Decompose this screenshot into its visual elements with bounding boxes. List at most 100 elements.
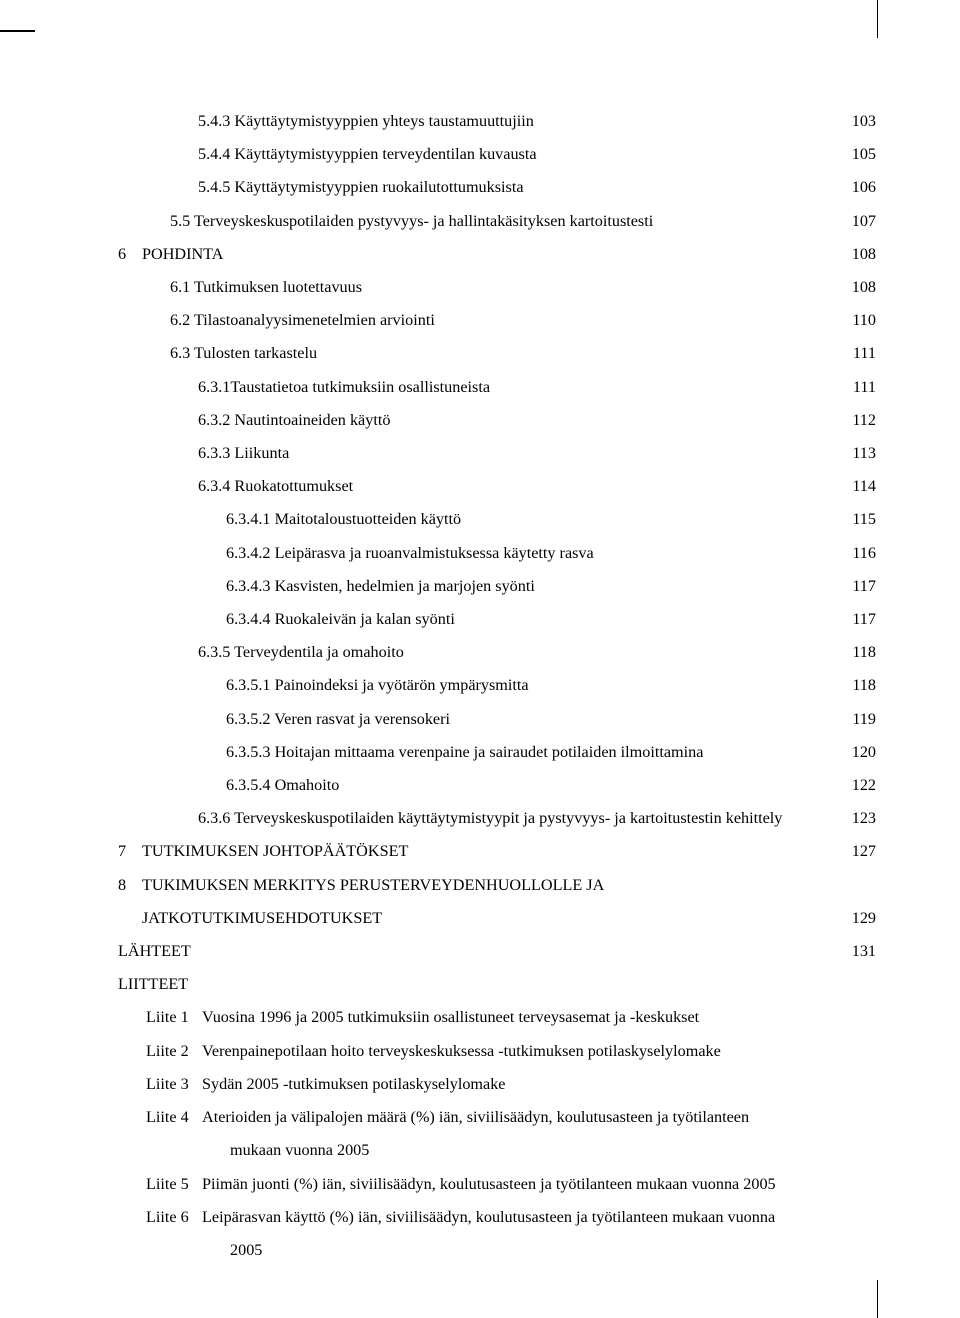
toc-label: LÄHTEET [118,935,830,968]
toc-page-number: 118 [830,669,876,702]
crop-mark [877,1280,879,1318]
toc-page: 5.4.3 Käyttäytymistyyppien yhteys tausta… [118,105,876,1267]
appendix-text: Piimän juonti (%) iän, siviilisäädyn, ko… [192,1168,876,1201]
toc-entry: 6.3.5.1 Painoindeksi ja vyötärön ympärys… [118,669,876,702]
table-of-contents: 5.4.3 Käyttäytymistyyppien yhteys tausta… [118,105,876,1001]
chapter-number: 7 [118,835,142,868]
toc-label: JATKOTUTKIMUSEHDOTUKSET [142,902,830,935]
toc-entry: 5.4.4 Käyttäytymistyyppien terveydentila… [118,138,876,171]
toc-label: 5.4.4 Käyttäytymistyyppien terveydentila… [198,138,830,171]
appendix-text-continuation: 2005 [118,1234,876,1267]
toc-page-number: 105 [830,138,876,171]
appendix-text: Sydän 2005 -tutkimuksen potilaskyselylom… [192,1068,876,1101]
toc-label: 5.4.5 Käyttäytymistyyppien ruokailutottu… [198,171,830,204]
toc-page-number: 119 [830,703,876,736]
toc-label: 6.3.4.4 Ruokaleivän ja kalan syönti [226,603,830,636]
toc-label: TUTKIMUKSEN JOHTOPÄÄTÖKSET [142,835,830,868]
toc-label: 6.3.2 Nautintoaineiden käyttö [198,404,830,437]
toc-entry: LIITTEET [118,968,876,1001]
toc-page-number: 117 [830,603,876,636]
toc-label: 6.3.5 Terveydentila ja omahoito [198,636,830,669]
toc-page-number: 112 [830,404,876,437]
toc-entry: 7TUTKIMUKSEN JOHTOPÄÄTÖKSET127 [118,835,876,868]
toc-entry: 6.3.5 Terveydentila ja omahoito118 [118,636,876,669]
toc-entry: 6POHDINTA108 [118,238,876,271]
toc-page-number: 118 [830,636,876,669]
toc-entry: 6.3.4.3 Kasvisten, hedelmien ja marjojen… [118,570,876,603]
toc-label: 6.3.3 Liikunta [198,437,830,470]
toc-entry: 6.3.4.4 Ruokaleivän ja kalan syönti117 [118,603,876,636]
toc-entry: 5.5 Terveyskeskuspotilaiden pystyvyys- j… [118,205,876,238]
toc-entry: 6.1 Tutkimuksen luotettavuus108 [118,271,876,304]
toc-label: 6.3.5.1 Painoindeksi ja vyötärön ympärys… [226,669,830,702]
toc-label: 6.3 Tulosten tarkastelu [170,337,830,370]
appendix-key: Liite 4 [118,1101,192,1134]
toc-label: 6.3.6 Terveyskeskuspotilaiden käyttäytym… [198,802,830,835]
appendix-list: Liite 1Vuosina 1996 ja 2005 tutkimuksiin… [118,1001,876,1267]
toc-entry: 6.3.4.1 Maitotaloustuotteiden käyttö115 [118,503,876,536]
toc-entry: 6.3.5.2 Veren rasvat ja verensokeri119 [118,703,876,736]
chapter-number: 8 [118,869,142,902]
appendix-text-continuation: mukaan vuonna 2005 [118,1134,876,1167]
toc-page-number: 116 [830,537,876,570]
toc-entry: 6.3.2 Nautintoaineiden käyttö112 [118,404,876,437]
toc-page-number: 113 [830,437,876,470]
appendix-entry: Liite 4Aterioiden ja välipalojen määrä (… [118,1101,876,1134]
toc-entry: 6.3.1Taustatietoa tutkimuksiin osallistu… [118,371,876,404]
toc-entry: JATKOTUTKIMUSEHDOTUKSET129 [118,902,876,935]
toc-entry: 6.3.5.4 Omahoito122 [118,769,876,802]
toc-label: 6.3.5.4 Omahoito [226,769,830,802]
toc-page-number: 107 [830,205,876,238]
appendix-key: Liite 5 [118,1168,192,1201]
appendix-key: Liite 6 [118,1201,192,1234]
toc-entry: 6.3.4 Ruokatottumukset114 [118,470,876,503]
toc-page-number: 115 [830,503,876,536]
toc-page-number: 111 [830,337,876,370]
toc-label: 6.2 Tilastoanalyysimenetelmien arviointi [170,304,830,337]
toc-entry: LÄHTEET131 [118,935,876,968]
crop-mark [877,0,879,38]
toc-entry: 6.2 Tilastoanalyysimenetelmien arviointi… [118,304,876,337]
toc-page-number: 108 [830,271,876,304]
appendix-entry: Liite 5Piimän juonti (%) iän, siviilisää… [118,1168,876,1201]
appendix-entry: Liite 1Vuosina 1996 ja 2005 tutkimuksiin… [118,1001,876,1034]
appendix-key: Liite 3 [118,1068,192,1101]
appendix-key: Liite 1 [118,1001,192,1034]
toc-label: 6.3.4 Ruokatottumukset [198,470,830,503]
toc-page-number: 106 [830,171,876,204]
toc-label: POHDINTA [142,238,830,271]
toc-entry: 5.4.5 Käyttäytymistyyppien ruokailutottu… [118,171,876,204]
toc-page-number: 122 [830,769,876,802]
toc-page-number: 114 [830,470,876,503]
appendix-text: Verenpainepotilaan hoito terveyskeskukse… [192,1035,876,1068]
toc-label: TUKIMUKSEN MERKITYS PERUSTERVEYDENHUOLLO… [142,869,830,902]
toc-page-number: 108 [830,238,876,271]
toc-page-number: 103 [830,105,876,138]
appendix-text: Leipärasvan käyttö (%) iän, siviilisäädy… [192,1201,876,1234]
toc-entry: 8TUKIMUKSEN MERKITYS PERUSTERVEYDENHUOLL… [118,869,876,902]
appendix-entry: Liite 6Leipärasvan käyttö (%) iän, sivii… [118,1201,876,1234]
toc-page-number: 127 [830,835,876,868]
toc-page-number [830,968,876,1001]
toc-label: 6.3.5.3 Hoitajan mittaama verenpaine ja … [226,736,830,769]
appendix-text: Aterioiden ja välipalojen määrä (%) iän,… [192,1101,876,1134]
toc-label: 6.3.4.1 Maitotaloustuotteiden käyttö [226,503,830,536]
chapter-number: 6 [118,238,142,271]
toc-page-number: 120 [830,736,876,769]
toc-page-number [830,869,876,902]
toc-label: 5.5 Terveyskeskuspotilaiden pystyvyys- j… [170,205,830,238]
toc-page-number: 110 [830,304,876,337]
appendix-entry: Liite 2Verenpainepotilaan hoito terveysk… [118,1035,876,1068]
appendix-text: Vuosina 1996 ja 2005 tutkimuksiin osalli… [192,1001,876,1034]
toc-entry: 6.3 Tulosten tarkastelu111 [118,337,876,370]
toc-entry: 6.3.5.3 Hoitajan mittaama verenpaine ja … [118,736,876,769]
toc-entry: 5.4.3 Käyttäytymistyyppien yhteys tausta… [118,105,876,138]
toc-label: 6.3.4.2 Leipärasva ja ruoanvalmistuksess… [226,537,830,570]
crop-mark [0,30,35,32]
toc-entry: 6.3.3 Liikunta113 [118,437,876,470]
toc-label: 5.4.3 Käyttäytymistyyppien yhteys tausta… [198,105,830,138]
toc-page-number: 123 [830,802,876,835]
toc-entry: 6.3.4.2 Leipärasva ja ruoanvalmistuksess… [118,537,876,570]
toc-page-number: 111 [830,371,876,404]
toc-label: 6.3.5.2 Veren rasvat ja verensokeri [226,703,830,736]
